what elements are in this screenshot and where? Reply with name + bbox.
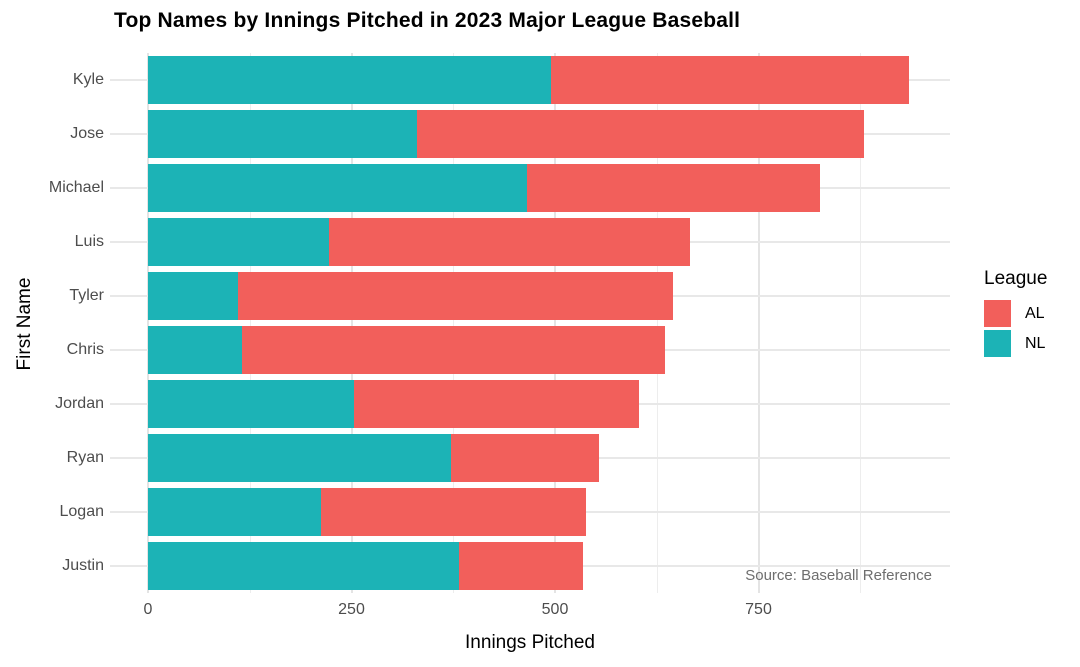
y-axis-tick-label: Logan xyxy=(59,503,105,520)
bar-segment-nl xyxy=(148,164,527,212)
y-axis-tick-label: Luis xyxy=(74,233,104,250)
y-axis-tick-label: Michael xyxy=(48,179,104,196)
y-axis-tick-label: Jordan xyxy=(55,395,104,412)
x-axis-title: Innings Pitched xyxy=(465,632,595,653)
grid-line-vertical-major xyxy=(350,53,353,593)
grid-line-vertical-major xyxy=(147,53,149,593)
legend-swatch-al xyxy=(984,300,1011,327)
bar-segment-al xyxy=(550,56,910,104)
x-axis-tick-label: 500 xyxy=(541,601,569,618)
bar-segment-nl xyxy=(148,326,242,374)
y-axis-labels: Kyle Jose Michael Luis Tyler Chris Jordan Ryan L… xyxy=(0,53,104,593)
plot-panel xyxy=(110,53,950,593)
grid-line-vertical-minor xyxy=(453,53,455,593)
bar-segment-nl xyxy=(148,488,322,536)
y-axis-tick-label: Ryan xyxy=(66,449,104,466)
y-axis-tick-label: Jose xyxy=(70,125,104,142)
bar-segment-nl xyxy=(148,542,459,590)
y-axis-tick-label: Kyle xyxy=(72,71,104,88)
legend-label-nl: NL xyxy=(1025,334,1046,352)
bar-segment-al xyxy=(416,110,865,158)
bar-segment-al xyxy=(241,326,665,374)
legend-title: League xyxy=(984,268,1048,289)
bar-segment-nl xyxy=(148,218,329,266)
source-annotation: Source: Baseball Reference xyxy=(745,567,932,584)
bar-segment-al xyxy=(450,434,599,482)
bar-segment-nl xyxy=(148,110,417,158)
grid-line-vertical-minor xyxy=(656,53,658,593)
legend: League AL NL xyxy=(984,268,1047,360)
y-axis-title: First Name xyxy=(14,277,35,371)
x-axis-tick-label: 250 xyxy=(338,601,365,618)
chart-title: Top Names by Innings Pitched in 2023 Maj… xyxy=(114,9,741,32)
grid-line-vertical-major xyxy=(554,53,556,593)
legend-item-al: AL xyxy=(984,300,1047,327)
bar-segment-nl xyxy=(148,380,354,428)
bar-segment-nl xyxy=(148,434,451,482)
y-axis-tick-label: Chris xyxy=(66,341,104,358)
legend-item-nl: NL xyxy=(984,330,1047,357)
bar-segment-nl xyxy=(148,272,238,320)
bar-segment-al xyxy=(458,542,583,590)
legend-label-al: AL xyxy=(1025,304,1045,322)
bar-segment-al xyxy=(353,380,639,428)
bar-segment-al xyxy=(526,164,820,212)
grid-line-vertical-major xyxy=(757,53,760,593)
bar-segment-al xyxy=(321,488,586,536)
x-axis-tick-label: 0 xyxy=(143,601,153,618)
legend-swatch-nl xyxy=(984,330,1011,357)
bar-segment-al xyxy=(237,272,673,320)
y-axis-tick-label: Tyler xyxy=(69,287,104,304)
y-axis-tick-label: Justin xyxy=(62,557,104,574)
x-axis-tick-label: 750 xyxy=(745,601,772,618)
grid-line-vertical-minor xyxy=(249,53,251,593)
bar-segment-al xyxy=(328,218,691,266)
bar-segment-nl xyxy=(148,56,551,104)
grid-line-vertical-minor xyxy=(860,53,862,593)
